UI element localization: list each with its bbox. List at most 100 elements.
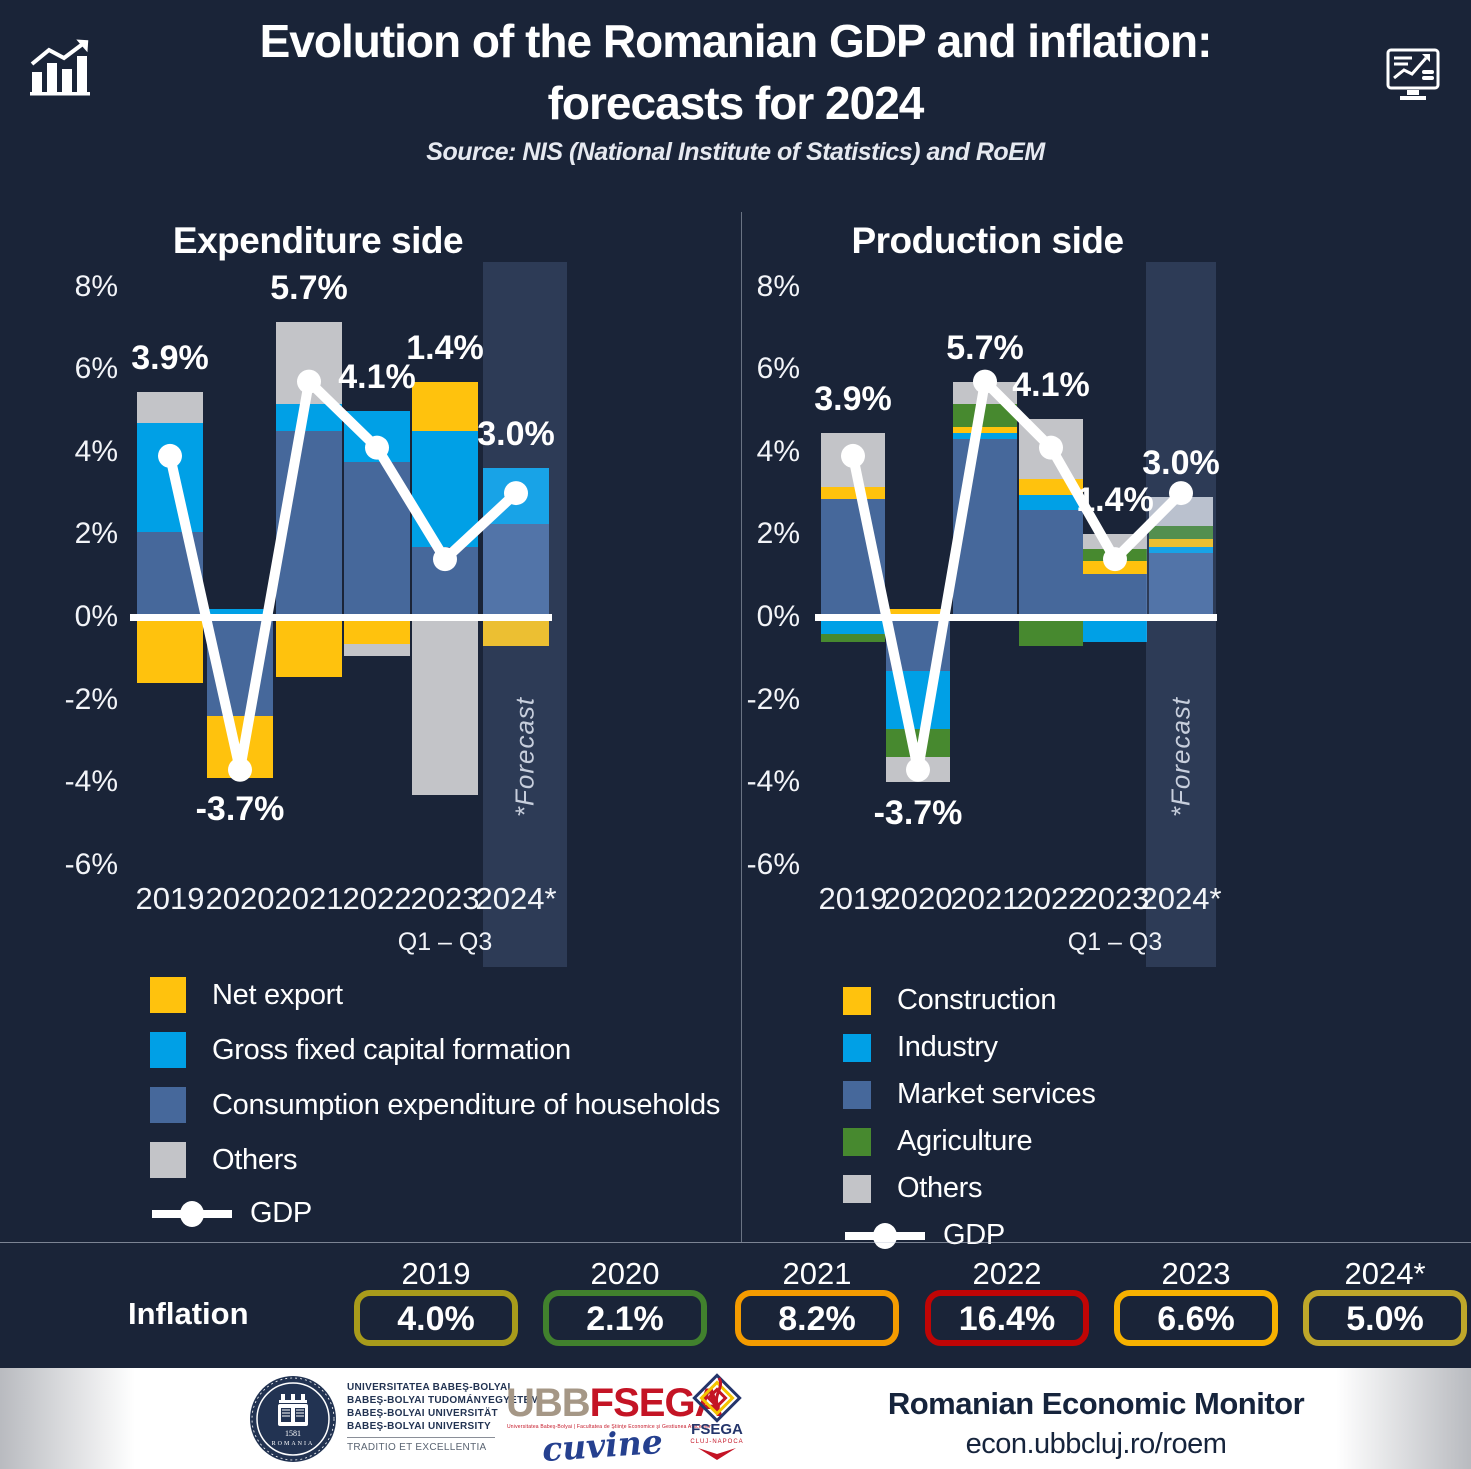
gdp-marker-2022 (1039, 435, 1063, 460)
university-motto: TRADITIO ET EXCELLENTIA (347, 1442, 487, 1453)
gdp-marker-2019 (158, 443, 182, 468)
x-axis-label-2024: 2024* (475, 881, 557, 916)
inflation-year-2023: 2023 (1161, 1256, 1231, 1291)
x-axis-label-2020: 2020 (205, 881, 275, 916)
roem-text-block: Romanian Economic Monitor econ.ubbcluj.r… (880, 1386, 1312, 1461)
x-axis-subnote: Q1 – Q3 (397, 928, 493, 956)
legend-item-gross-fixed-capital-formation: Gross fixed capital formation (150, 1032, 720, 1068)
bar-segment-net-export (137, 617, 203, 684)
university-seal-divider (347, 1437, 495, 1438)
inflation-year-2021: 2021 (782, 1256, 852, 1291)
y-axis-tick: -4% (64, 765, 118, 799)
zero-axis-line (815, 613, 1217, 621)
bar-chart-growth-icon (30, 39, 90, 96)
fsega-emblem-icon: FSEGA CLUJ-NAPOCA (690, 1373, 743, 1460)
x-axis-label-2019: 2019 (818, 881, 888, 916)
y-axis-tick: 8% (756, 269, 800, 303)
gdp-value-label: 5.7% (270, 268, 348, 307)
legend-item-market-services: Market services (843, 1078, 1096, 1111)
legend-item-label: Gross fixed capital formation (212, 1033, 571, 1066)
legend-swatch (150, 1142, 186, 1178)
bar-segment-gross-fixed-capital-formation (207, 608, 273, 617)
gdp-marker-2022 (365, 435, 389, 460)
bar-segment-agriculture (1019, 617, 1083, 646)
bar-segment-industry (821, 617, 885, 634)
university-name-line: BABEŞ-BOLYAI UNIVERSITY (347, 1421, 491, 1432)
x-axis-label-2019: 2019 (135, 881, 205, 916)
legend-item-construction: Construction (843, 984, 1096, 1017)
page-subtitle: Source: NIS (National Institute of Stati… (426, 138, 1045, 166)
x-axis-label-2022: 2022 (342, 881, 412, 916)
inflation-value-2020: 2.1% (543, 1290, 707, 1346)
gdp-marker-2020 (228, 757, 252, 782)
legend-item-net-export: Net export (150, 977, 720, 1013)
y-axis-tick: -4% (746, 765, 800, 799)
y-axis-tick: 6% (756, 352, 800, 386)
gdp-marker-2024 (1169, 481, 1193, 506)
legend-swatch (150, 977, 186, 1013)
bar-segment-net-export (483, 617, 549, 646)
y-axis-tick: 0% (74, 600, 118, 633)
gdp-value-label: 4.1% (1012, 365, 1090, 404)
ubb-fsega-logo: UBBFSEGA (506, 1383, 723, 1423)
gdp-line (158, 369, 528, 782)
x-axis-label-2021: 2021 (950, 881, 1020, 916)
bar-segment-industry (953, 433, 1017, 440)
gdp-value-label: 3.0% (477, 415, 555, 454)
university-name-line: UNIVERSITATEA BABEŞ-BOLYAI (347, 1382, 511, 1393)
legend-swatch (843, 1080, 871, 1109)
x-axis-label-2021: 2021 (274, 881, 344, 916)
gdp-marker-2023 (433, 547, 457, 572)
legend-item-others: Others (843, 1172, 1096, 1205)
bar-segment-market-services (1019, 509, 1083, 617)
legend-item-label: Others (897, 1172, 983, 1204)
x-axis-label-2024: 2024* (1140, 881, 1222, 916)
roem-url: econ.ubbcluj.ro/roem (965, 1428, 1227, 1460)
x-axis-subnote: Q1 – Q3 (1067, 928, 1163, 956)
legend-item-agriculture: Agriculture (843, 1125, 1096, 1158)
x-axis-label-2023: 2023 (1080, 881, 1150, 916)
fsega-logo-subtext: Universitatea Babeş-Bolyai | Facultatea … (507, 1424, 712, 1430)
ubb-university-seal-icon: 1581 ROMANIA (250, 1376, 336, 1462)
bar-segment-others (412, 617, 478, 795)
legend-item-label: Market services (897, 1078, 1096, 1110)
bar-segment-construction (886, 608, 950, 617)
gdp-value-label: 3.9% (814, 380, 892, 419)
footer-right-vignette (1336, 1368, 1471, 1469)
y-axis-tick: -6% (746, 847, 800, 881)
svg-text:1581: 1581 (285, 1429, 301, 1438)
legend-swatch (843, 1033, 871, 1062)
bar-segment-others (137, 391, 203, 423)
production-legend: Construction Industry Market services Agric… (843, 984, 1096, 1252)
gdp-value-label: 3.9% (131, 338, 209, 377)
y-axis-tick: 0% (756, 600, 800, 633)
charts-vertical-divider (741, 212, 742, 1242)
bar-segment-net-export (412, 381, 478, 432)
y-axis-tick: 2% (756, 517, 800, 551)
expenditure-plot: *Forecast 8% 6% 4% 2% 0% -2% -4% -6% 2019 2020 2021… (60, 260, 730, 975)
svg-text:CLUJ-NAPOCA: CLUJ-NAPOCA (690, 1439, 743, 1445)
bar-segment-industry (1149, 546, 1213, 553)
inflation-label: Inflation (128, 1296, 249, 1331)
legend-item-industry: Industry (843, 1031, 1096, 1064)
production-plot: *Forecast 8% 6% 4% 2% 0% -2% -4% -6% 2019 2020 2021… (745, 260, 1467, 975)
bar-segment-market-services (1149, 552, 1213, 617)
y-axis-tick: 2% (74, 517, 118, 551)
fsega-signature-script: cuvine (540, 1421, 665, 1469)
production-chart-title: Production side (851, 220, 1124, 261)
y-axis-tick: -6% (64, 847, 118, 881)
bar-segment-others (344, 643, 410, 657)
legend-swatch (843, 986, 871, 1015)
gdp-marker-2019 (841, 443, 865, 468)
bar-segment-construction (953, 427, 1017, 434)
legend-item-others: Others (150, 1142, 720, 1178)
university-name-block: UNIVERSITATEA BABEŞ-BOLYAI BABEŞ-BOLYAI T… (347, 1381, 539, 1454)
page-title-line2: forecasts for 2024 (547, 77, 925, 129)
gdp-line-swatch (152, 1200, 232, 1227)
legend-item-gdp: GDP (150, 1197, 720, 1230)
legend-item-consumption-expenditure-of-households: Consumption expenditure of households (150, 1087, 720, 1123)
legend-item-label: Net export (212, 978, 343, 1011)
x-axis-label-2023: 2023 (410, 881, 480, 916)
inflation-year-2024: 2024* (1344, 1256, 1426, 1291)
